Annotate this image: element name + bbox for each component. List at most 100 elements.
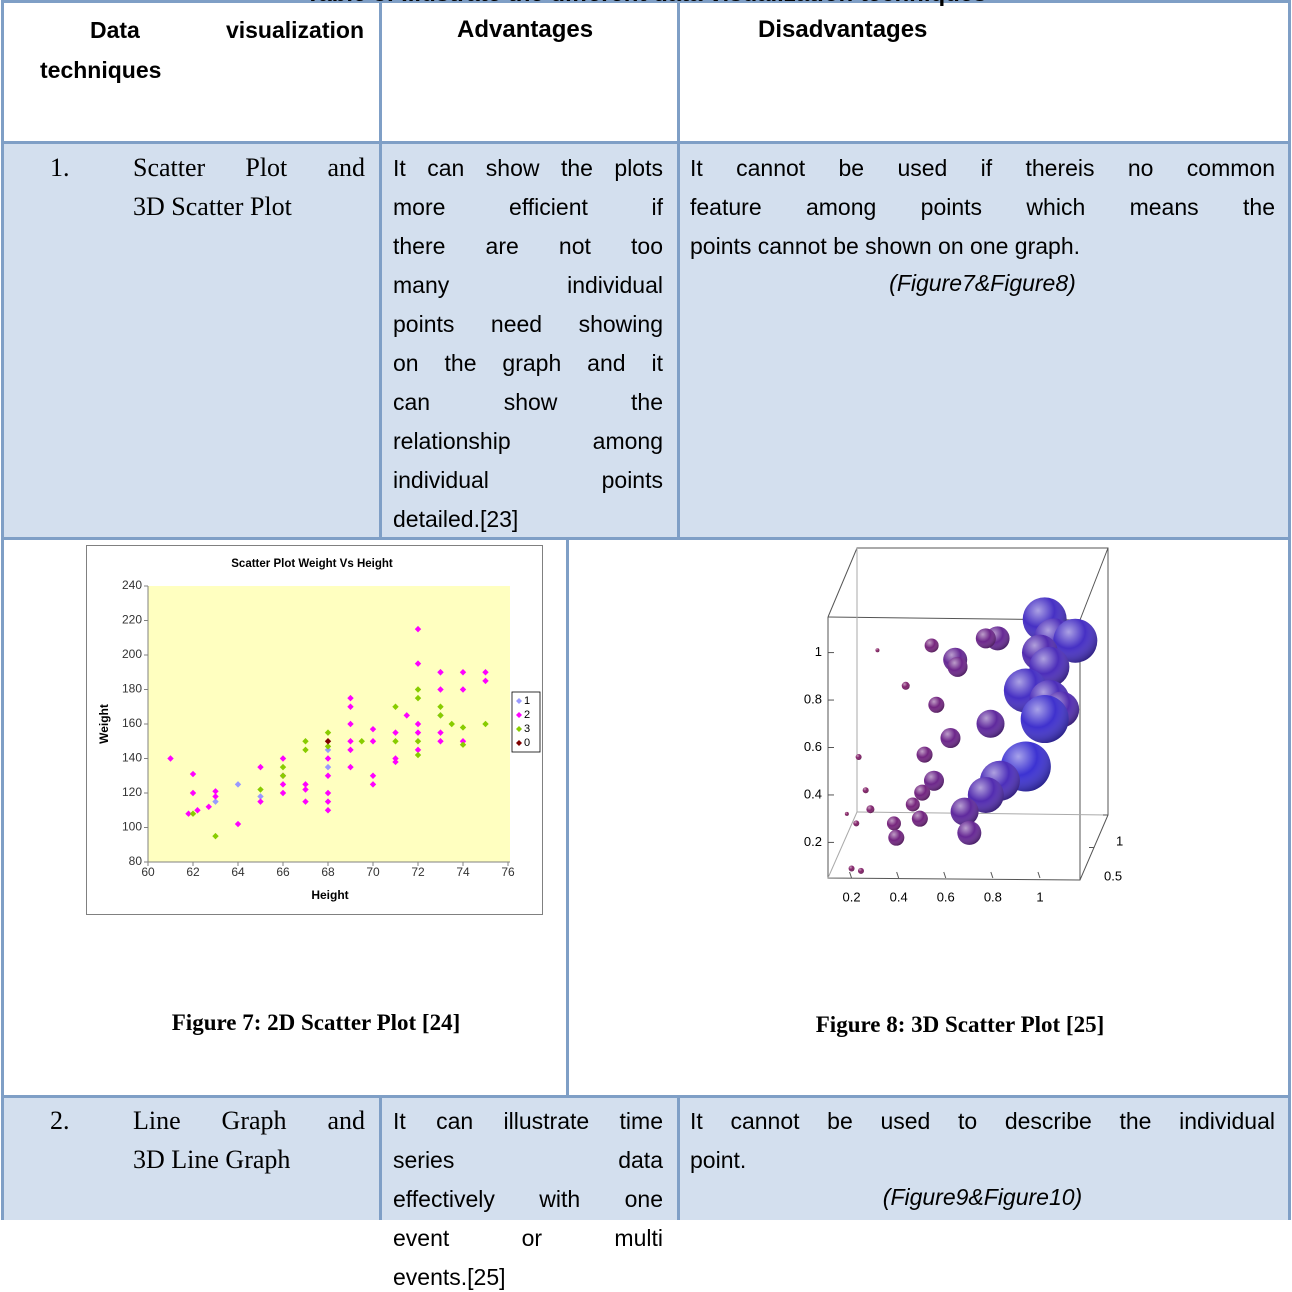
data-point [324, 755, 332, 762]
data-point [403, 712, 410, 719]
y-tick-label: 0.6 [804, 739, 822, 754]
data-point [369, 781, 377, 788]
x-tick-label: 0.6 [937, 889, 955, 904]
border [677, 1096, 680, 1220]
x-tick [1037, 871, 1041, 879]
data-point [189, 810, 197, 817]
legend-box [511, 691, 541, 753]
data-point [392, 738, 399, 745]
data-point [482, 720, 489, 728]
border [677, 0, 680, 538]
data-point [459, 738, 467, 745]
advantages-line: more efficient if [393, 194, 663, 220]
advantages-line: events.[25] [393, 1264, 506, 1290]
data-point [257, 763, 264, 771]
data-point [279, 772, 287, 779]
data-point [185, 810, 192, 817]
bubble-shading [947, 656, 968, 677]
data-point [347, 703, 354, 710]
figure-caption: Figure 7: 2D Scatter Plot [24] [171, 1010, 461, 1035]
box-edge [827, 811, 858, 879]
data-point [414, 660, 422, 667]
x-tick-label: 70 [366, 865, 380, 879]
advantages-line: many individual [393, 272, 663, 298]
y-tick-label: 120 [122, 785, 142, 799]
data-point [414, 751, 422, 759]
x-tick-label: 64 [231, 865, 245, 879]
advantages-line: It can illustrate time [393, 1108, 663, 1134]
data-point [279, 781, 287, 788]
x-tick-label: 68 [321, 865, 335, 879]
bubble-shading [950, 797, 979, 826]
data-point [482, 677, 489, 685]
y-axis-label: Weight [97, 704, 111, 744]
border [2, 537, 1290, 540]
bubble-shading [905, 797, 920, 812]
x-tick-label: 72 [411, 865, 425, 879]
border [1, 0, 4, 1220]
y-tick-label: 0.2 [804, 834, 822, 849]
data-point [212, 832, 219, 840]
advantages-line: series data [393, 1147, 663, 1173]
bubble-shading [855, 753, 862, 760]
x-axis-label: Height [311, 888, 348, 902]
y-tick-label: 160 [122, 716, 142, 730]
z-tick-label: 0.5 [1104, 868, 1122, 883]
data-point [437, 686, 444, 693]
advantages-line: there are not too [393, 233, 663, 259]
x-tick-label: 62 [186, 865, 200, 879]
disadvantages-line: point. [690, 1147, 747, 1173]
header-cell: techniques [40, 57, 162, 83]
y-tick-label: 140 [122, 751, 142, 765]
data-point [459, 724, 467, 731]
data-point [257, 786, 264, 793]
bubble-shading [957, 820, 982, 845]
box-edge [856, 811, 1109, 816]
advantages-line: relationship among [393, 428, 663, 454]
data-point [324, 772, 332, 779]
bubble-shading [875, 648, 880, 653]
data-point [437, 729, 444, 736]
data-point [324, 807, 332, 814]
border [2, 1095, 1290, 1098]
y-tick-label: 1 [815, 644, 822, 659]
border [1288, 0, 1291, 1220]
legend-label: 2 [524, 709, 530, 721]
figure-frame [86, 545, 543, 915]
data-point [302, 798, 309, 805]
data-point [302, 738, 309, 745]
figures-canvas: Scatter Plot Weight Vs Height Height Weigh… [97, 547, 1123, 904]
x-tick-label: 60 [141, 865, 155, 879]
bubble-shading [975, 628, 996, 649]
y-tick-label: 200 [122, 647, 142, 661]
advantages-line: event or multi [393, 1225, 663, 1251]
chart-title: Scatter Plot Weight Vs Height [231, 558, 393, 570]
data-point [414, 738, 422, 745]
x-tick-label: 0.4 [890, 889, 908, 904]
figure-reference: (Figure9&Figure10) [882, 1184, 1083, 1210]
data-point [279, 789, 287, 797]
technique-line: 3D Line Graph [133, 1145, 291, 1174]
data-point [437, 703, 444, 710]
data-point [448, 720, 455, 728]
data-point [414, 746, 422, 754]
data-point [324, 743, 332, 750]
data-point [414, 720, 422, 728]
data-point [392, 758, 399, 766]
data-point [392, 755, 399, 762]
y-tick-label: 0.4 [804, 786, 822, 801]
header-cell: Advantages [457, 16, 594, 43]
advantages-line: detailed.[23] [393, 506, 519, 532]
legend-marker [516, 698, 522, 704]
bubble-shading [1053, 618, 1098, 663]
border [379, 1096, 382, 1220]
data-point [369, 725, 377, 733]
plot-area [148, 586, 510, 862]
x-tick-label: 0.2 [843, 889, 861, 904]
data-point [482, 669, 489, 676]
data-point [324, 746, 332, 754]
figure-caption: Figure 8: 3D Scatter Plot [25] [815, 1012, 1105, 1037]
figure-reference: (Figure7&Figure8) [889, 270, 1076, 296]
legend-label: 0 [524, 737, 530, 749]
